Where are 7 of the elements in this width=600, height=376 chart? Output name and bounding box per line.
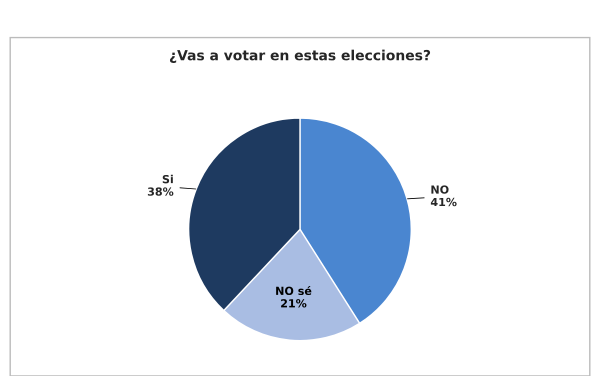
data-label: 38% — [148, 187, 174, 196]
slice-label: Si — [162, 174, 173, 184]
slice-label: NO sé — [276, 286, 312, 296]
data-label: 41% — [430, 198, 457, 206]
chart-title: ¿Vas a votar en estas elecciones? — [170, 50, 430, 63]
data-label: 21% — [281, 299, 306, 308]
slice-label: NO — [431, 185, 449, 194]
